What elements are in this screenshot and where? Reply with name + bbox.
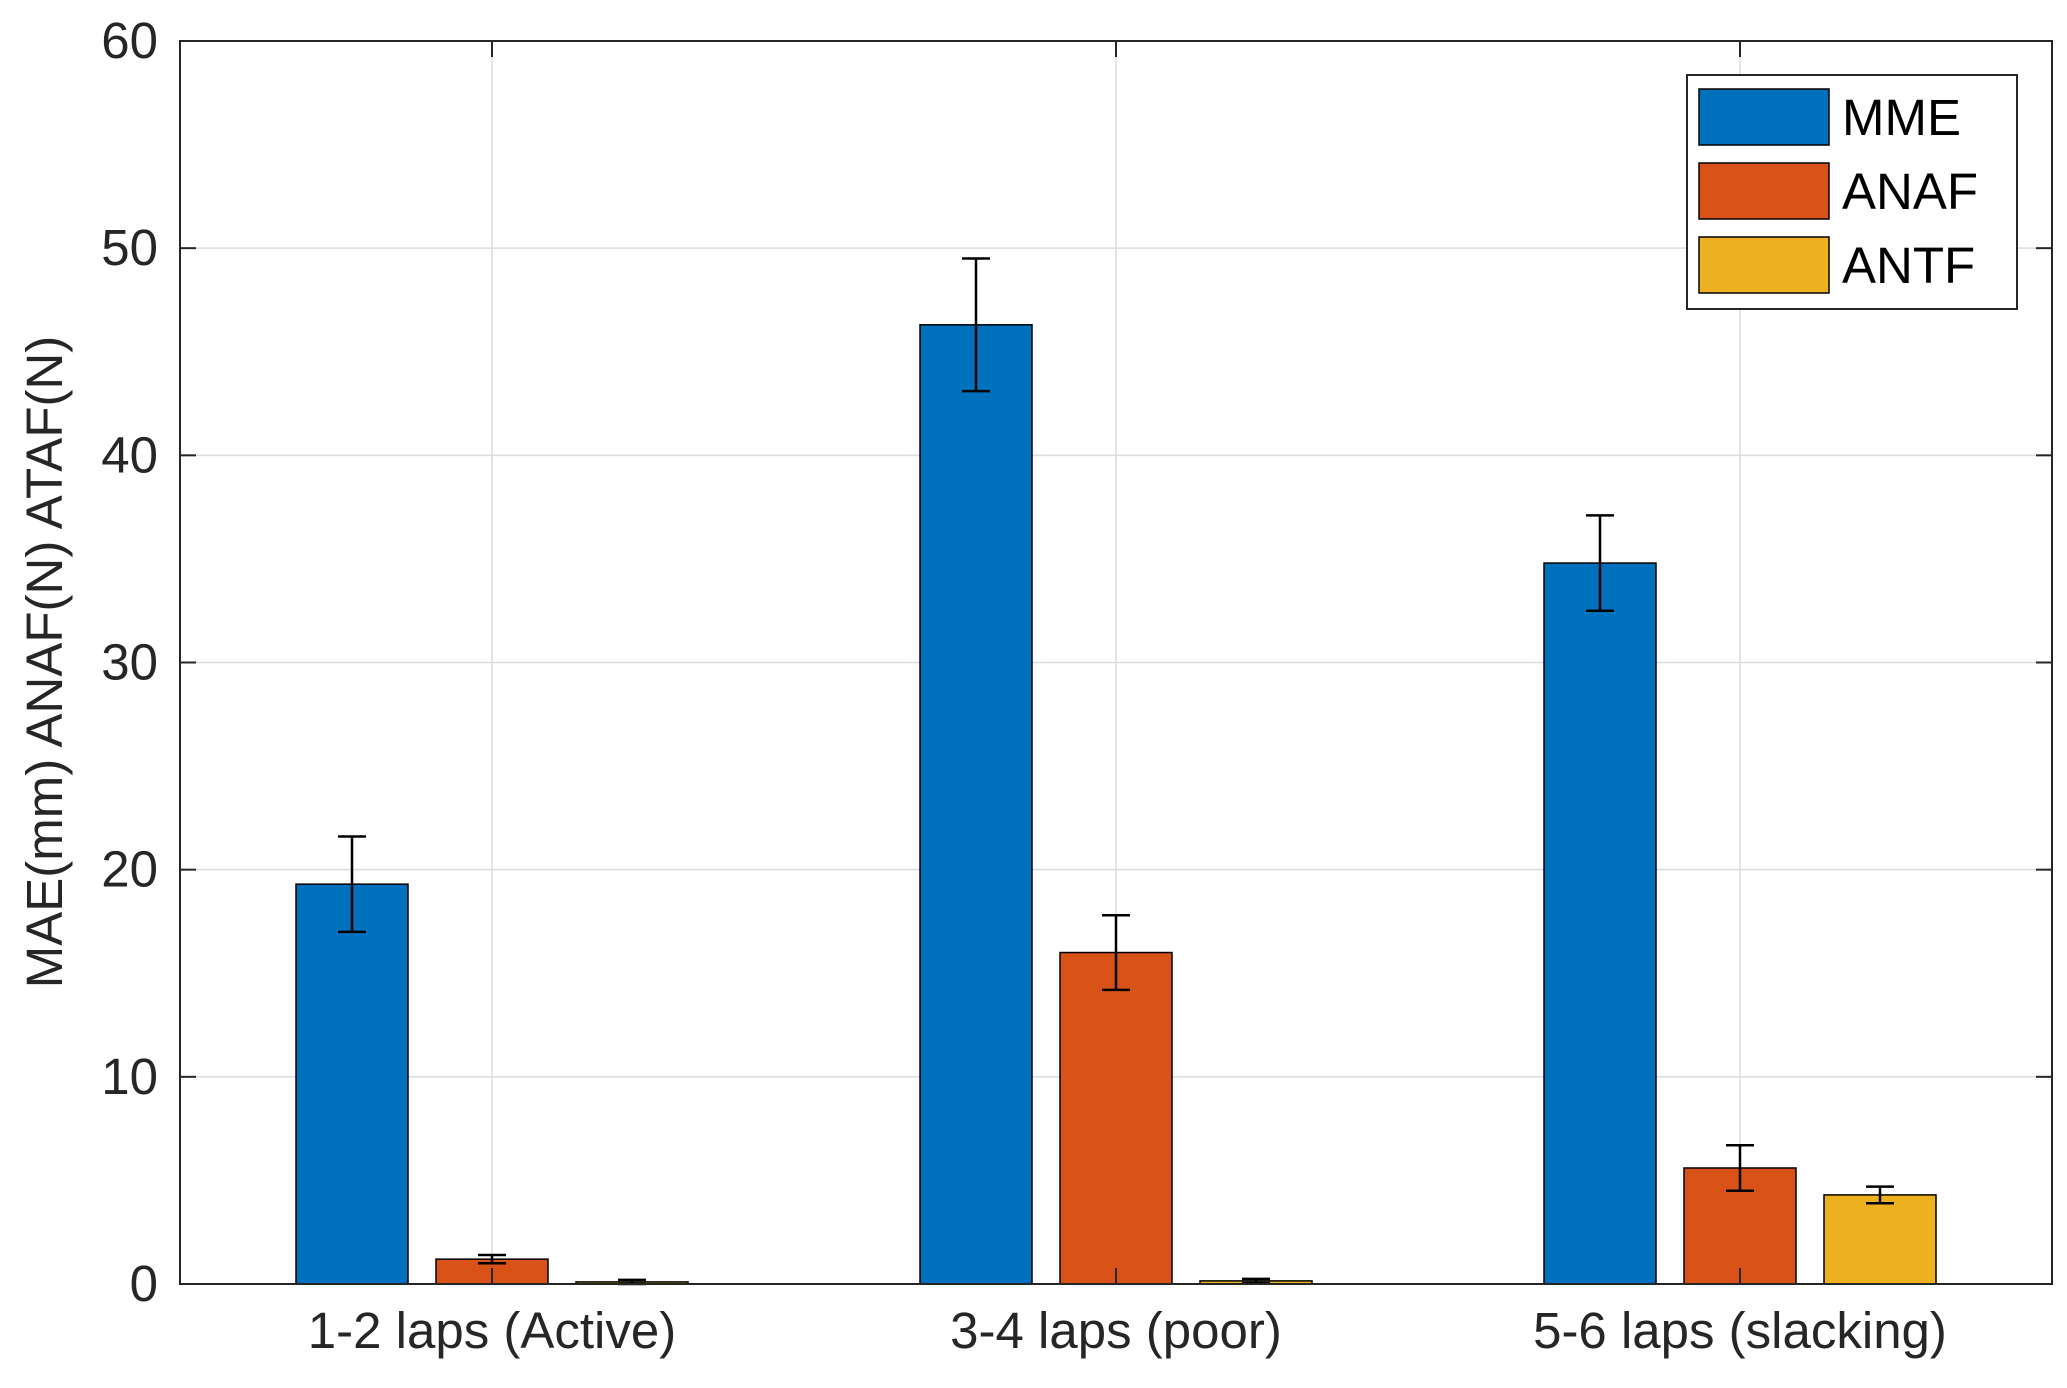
error-bar-antf <box>1866 1185 1894 1205</box>
bar-mme <box>1543 562 1657 1285</box>
axis-ticks <box>180 40 2052 1285</box>
bar-anaf <box>1059 951 1173 1285</box>
legend-label-anaf: ANAF <box>1842 163 1978 220</box>
x-tick-label: 3-4 laps (poor) <box>950 1302 1282 1359</box>
error-bar-anaf <box>1102 913 1130 992</box>
legend-swatch-anaf <box>1698 162 1830 220</box>
tick-labels: 0 10 20 30 40 50 60 1-2 laps (Active) 3-4 laps (… <box>101 12 1947 1359</box>
error-bar-mme <box>1586 514 1614 612</box>
bar-antf <box>1823 1194 1937 1285</box>
legend-label-mme: MME <box>1842 89 1961 146</box>
y-tick-label: 60 <box>101 12 158 69</box>
error-bar-mme <box>962 257 990 393</box>
legend-swatch-antf <box>1698 236 1830 294</box>
error-bar-mme <box>338 835 366 934</box>
bar-mme <box>919 324 1033 1285</box>
y-tick-label: 20 <box>101 841 158 898</box>
legend: MME ANAF ANTF <box>1686 74 2018 310</box>
error-bar-anaf <box>478 1253 506 1265</box>
bars <box>295 324 1937 1285</box>
y-tick-label: 40 <box>101 426 158 483</box>
error-bar-antf <box>1242 1277 1270 1285</box>
y-axis-label: MAE(mm) ANAF(N) ATAF(N) <box>16 336 73 989</box>
y-tick-label: 50 <box>101 219 158 276</box>
legend-swatch-mme <box>1698 88 1830 146</box>
x-tick-label: 1-2 laps (Active) <box>308 1302 676 1359</box>
legend-label-antf: ANTF <box>1842 237 1975 294</box>
y-tick-label: 30 <box>101 634 158 691</box>
error-bars <box>338 257 1894 1286</box>
y-tick-label: 10 <box>101 1048 158 1105</box>
y-tick-label: 0 <box>130 1255 158 1312</box>
error-bar-anaf <box>1726 1143 1754 1193</box>
x-tick-label: 5-6 laps (slacking) <box>1533 1302 1947 1359</box>
bar-mme <box>295 883 409 1285</box>
